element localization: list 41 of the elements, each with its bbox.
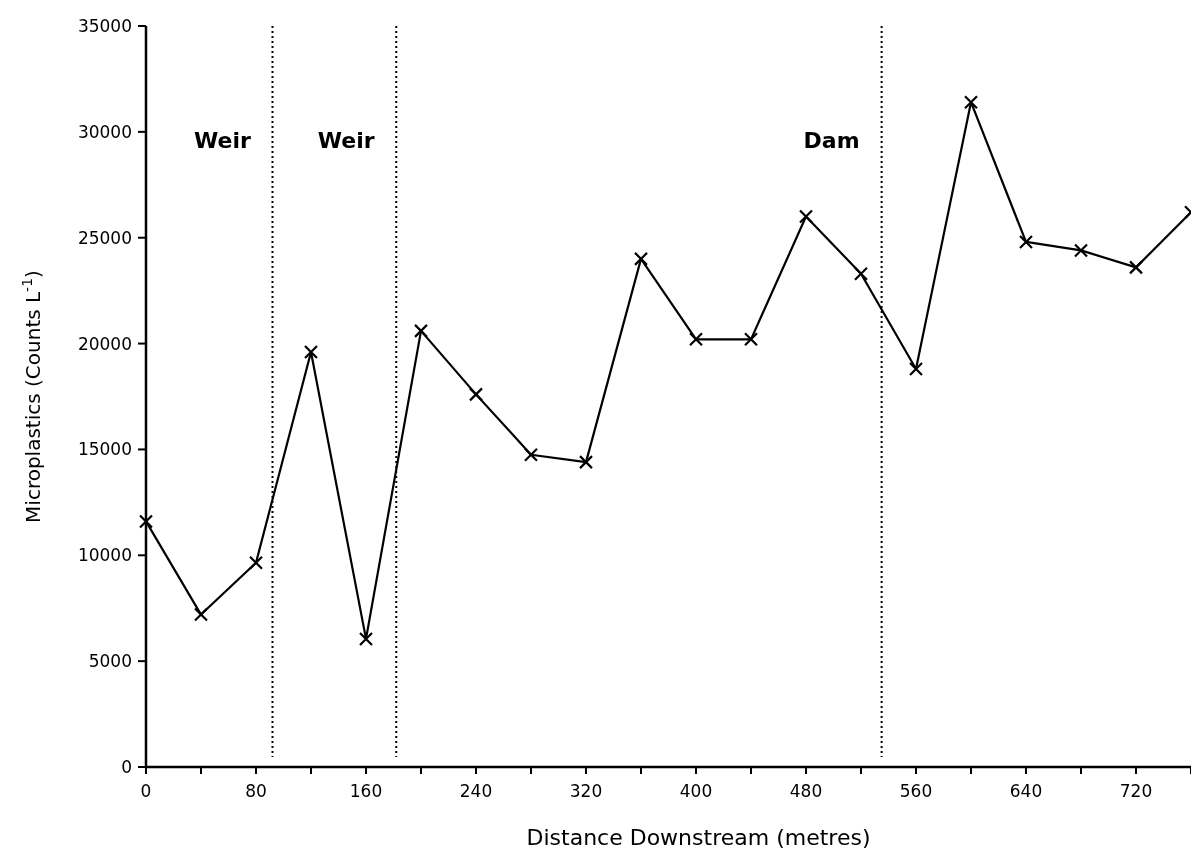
y-tick-label: 25000 [77, 227, 132, 248]
x-tick-label: 160 [349, 781, 383, 801]
point [578, 455, 594, 470]
point [963, 95, 979, 110]
x-tick-label: 0 [140, 781, 152, 801]
point [248, 555, 264, 570]
x-axis-title: Distance Downstream (metres) [526, 825, 871, 849]
y-tick-label: 30000 [77, 121, 132, 142]
x-tick-label: 400 [679, 781, 713, 801]
x-tick-label: 80 [245, 781, 267, 801]
y-tick-label: 0 [121, 756, 132, 777]
point [633, 251, 649, 266]
point [358, 631, 374, 647]
y-tick-label: 5000 [88, 651, 132, 672]
ref-line-label: Weir [317, 128, 375, 153]
x-tick-label: 640 [1009, 781, 1043, 801]
ref-line-label: Weir [194, 128, 252, 153]
x-tick-label: 560 [899, 781, 933, 801]
x-tick-label: 320 [569, 781, 603, 801]
point [413, 323, 429, 338]
point [1128, 260, 1144, 275]
point [1018, 234, 1034, 250]
x-tick-label: 720 [1119, 781, 1153, 801]
y-tick-label: 15000 [77, 439, 132, 460]
point [1073, 243, 1089, 258]
point [468, 387, 484, 402]
y-tick-label: 35000 [77, 15, 132, 36]
point [688, 332, 704, 347]
x-tick-label: 240 [459, 781, 493, 801]
point [523, 447, 539, 462]
y-tick-label: 10000 [77, 545, 132, 566]
point [138, 514, 154, 529]
point [743, 332, 759, 347]
ref-line-label: Dam [803, 128, 860, 153]
point [853, 266, 869, 281]
point [798, 209, 814, 224]
x-tick-label: 480 [789, 781, 823, 801]
point [193, 607, 209, 622]
point [908, 361, 924, 377]
y-tick-label: 20000 [77, 333, 132, 354]
point [303, 344, 319, 360]
